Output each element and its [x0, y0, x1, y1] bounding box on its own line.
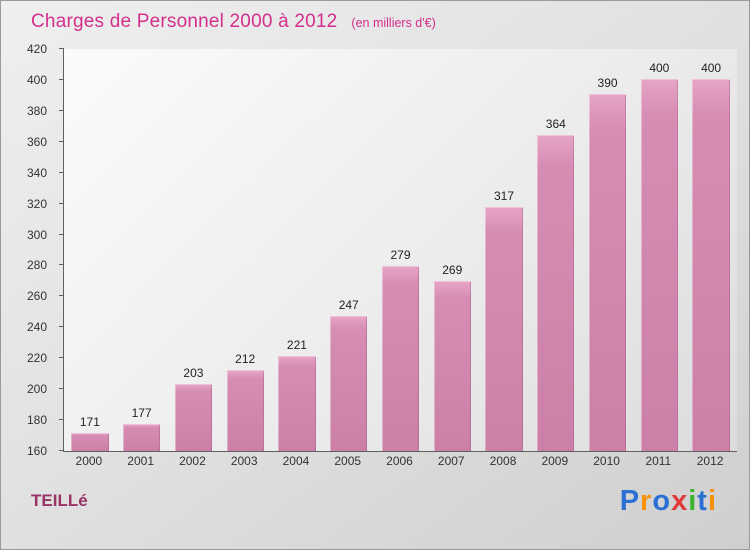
bar-slot: 212	[219, 49, 271, 451]
y-tick-mark	[59, 295, 64, 297]
bar	[588, 94, 627, 451]
chart-subtitle: (en milliers d'€)	[351, 16, 436, 30]
y-tick-label: 260	[26, 289, 47, 304]
y-tick-label: 220	[26, 351, 47, 366]
y-tick-label: 360	[26, 134, 47, 149]
bar-value-label: 279	[390, 248, 411, 263]
x-tick-label: 2000	[75, 454, 103, 468]
bar-value-label: 212	[235, 351, 256, 366]
x-tick-label: 2007	[437, 454, 465, 468]
x-tick-label: 2001	[127, 454, 154, 468]
logo-letter: P	[619, 485, 641, 517]
bar-value-label: 390	[597, 76, 618, 91]
y-tick-label: 320	[26, 196, 47, 211]
plot-area: 171 177 203 212 221 247 279 269 317 364 390 400 400	[59, 48, 737, 452]
bar-slot: 279	[375, 49, 427, 451]
y-tick-label: 380	[26, 103, 47, 118]
bar-value-label: 171	[79, 415, 100, 429]
bar-slot: 171	[64, 49, 116, 451]
x-tick-label: 2011	[645, 454, 672, 468]
y-tick-mark	[59, 78, 64, 80]
bar	[381, 266, 420, 451]
bar	[226, 369, 264, 451]
x-tick-label: 2006	[386, 454, 413, 468]
logo-letter: i	[707, 485, 717, 517]
y-tick-mark	[59, 233, 64, 235]
y-tick-mark	[59, 388, 64, 390]
y-tick-label: 400	[26, 72, 47, 87]
bar-slot: 177	[116, 49, 168, 451]
logo-letter: i	[688, 485, 698, 517]
bar-value-label: 269	[442, 263, 463, 278]
bar	[123, 423, 161, 451]
y-tick-label: 240	[26, 320, 47, 335]
y-tick-label: 200	[26, 382, 47, 397]
x-tick-label: 2012	[696, 454, 724, 468]
y-tick-label: 420	[26, 42, 47, 56]
y-tick-mark	[59, 326, 64, 328]
y-axis: 160 180 200 220 240 260 280 300 320 340 360 380 400 4…	[1, 42, 57, 458]
logo-letter: r	[640, 485, 653, 517]
bar-value-label: 400	[701, 60, 722, 75]
x-tick-label: 2010	[593, 454, 620, 468]
y-tick-mark	[59, 48, 64, 49]
x-tick-label: 2002	[179, 454, 206, 468]
logo-letter: t	[697, 485, 708, 517]
chart-title: Charges de Personnel 2000 à 2012	[31, 11, 338, 32]
chart-header: Charges de Personnel 2000 à 2012 (en mill…	[31, 11, 436, 33]
commune-name: TEILLé	[31, 491, 88, 510]
bar	[278, 355, 316, 451]
bar-slot: 269	[426, 49, 478, 451]
bar	[537, 134, 575, 451]
bar-slot: 317	[478, 49, 530, 451]
bar	[174, 383, 213, 451]
logo-letter: o	[652, 485, 672, 517]
y-tick-mark	[59, 202, 64, 204]
bar-value-label: 364	[545, 116, 566, 131]
bar-slot: 400	[633, 49, 685, 451]
bar	[330, 315, 368, 451]
bar-value-label: 317	[494, 189, 515, 204]
x-tick-label: 2003	[230, 454, 258, 468]
bar-slot: 400	[685, 49, 737, 451]
bar-value-label: 400	[649, 60, 670, 75]
y-tick-mark	[59, 357, 64, 359]
bar	[433, 281, 471, 451]
x-tick-label: 2005	[334, 454, 362, 468]
bar-slot: 221	[271, 49, 323, 451]
bar-value-label: 247	[338, 297, 359, 312]
y-tick-mark	[59, 264, 64, 266]
x-axis: 2000 2001 2002 2003 2004 2005 2006 2007 2008 2009…	[63, 454, 736, 472]
y-tick-label: 180	[26, 413, 47, 428]
y-tick-label: 340	[26, 165, 47, 180]
bar	[640, 78, 678, 451]
bar-slot: 364	[530, 49, 582, 451]
y-tick-label: 280	[26, 258, 47, 273]
bar	[485, 207, 523, 451]
x-tick-label: 2009	[541, 454, 569, 468]
bar	[692, 78, 730, 451]
bar-slot: 203	[168, 49, 220, 451]
y-tick-label: 160	[26, 444, 47, 458]
x-tick-label: 2008	[489, 454, 517, 468]
y-tick-mark	[59, 450, 64, 451]
proxiti-logo: Proxiti	[620, 485, 717, 518]
logo-letter: x	[671, 485, 689, 517]
bar-value-label: 203	[183, 365, 204, 380]
bar-slot: 390	[582, 49, 634, 451]
bar-value-label: 221	[286, 337, 307, 352]
y-tick-mark	[59, 419, 64, 421]
x-tick-label: 2004	[282, 454, 310, 468]
y-tick-mark	[59, 109, 64, 111]
bar-slot: 247	[323, 49, 375, 451]
y-tick-mark	[59, 140, 64, 142]
y-tick-label: 300	[26, 227, 47, 242]
y-tick-mark	[59, 171, 64, 173]
bar	[71, 433, 109, 451]
bar-value-label: 177	[131, 405, 152, 420]
